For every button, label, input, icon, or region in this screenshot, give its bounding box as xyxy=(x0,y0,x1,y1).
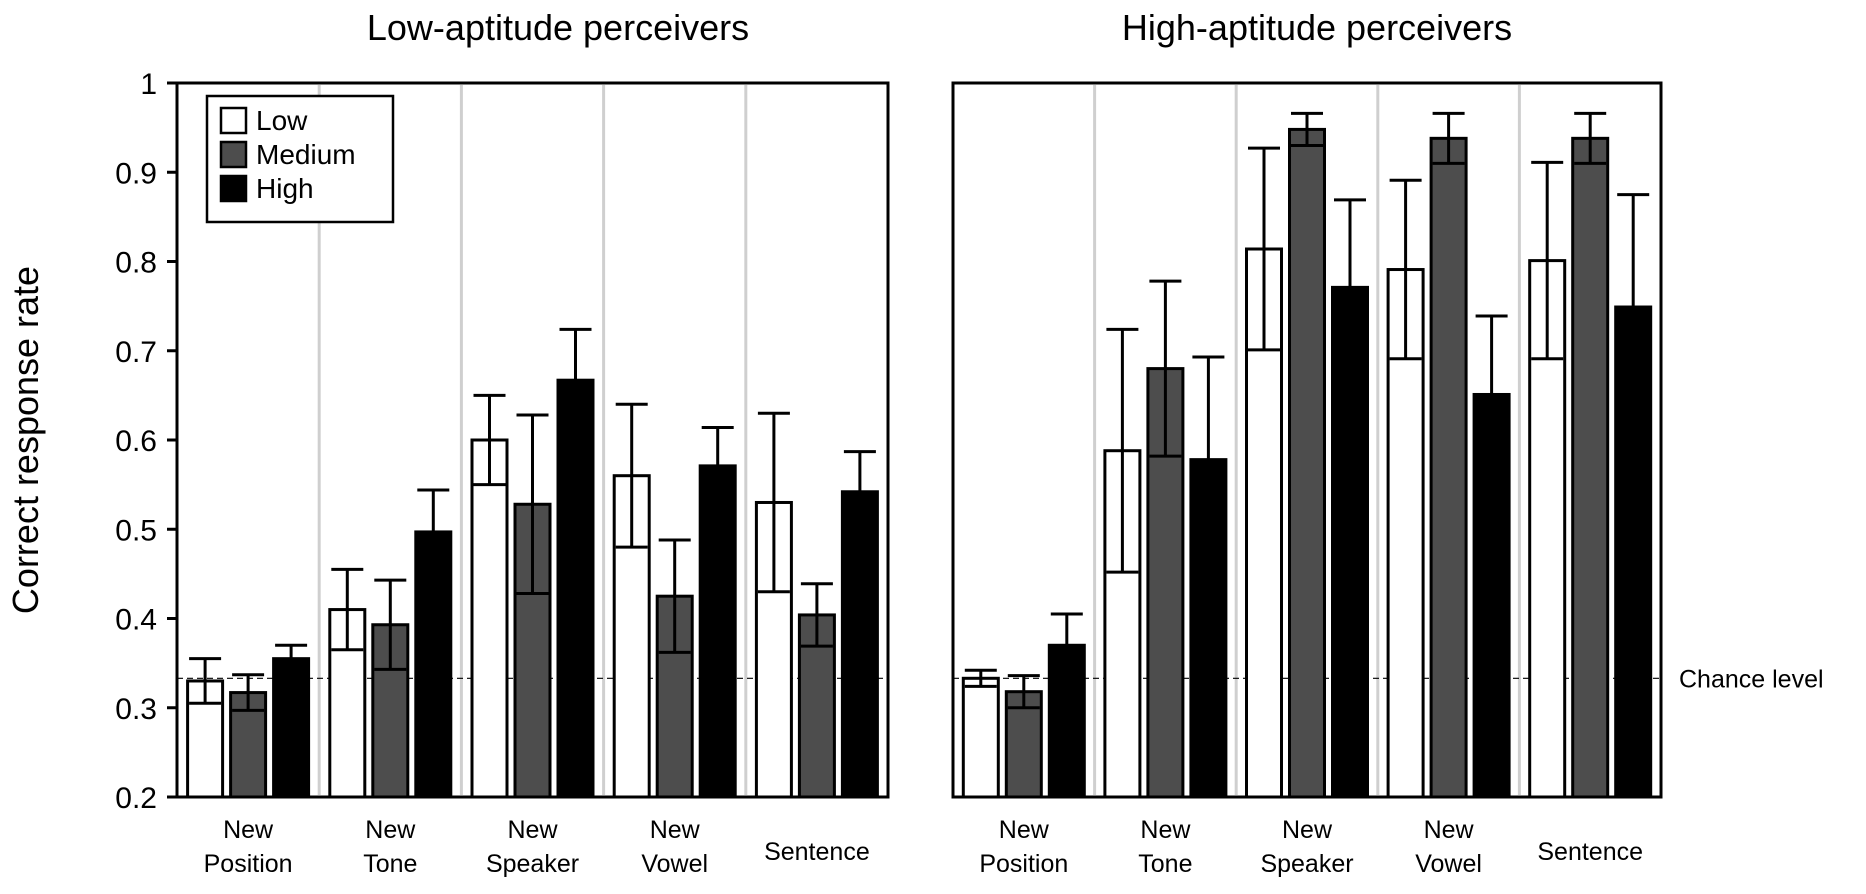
category-label: New xyxy=(507,816,558,844)
category-label: New xyxy=(999,816,1050,844)
category-separators xyxy=(1093,85,1521,795)
category-label: Tone xyxy=(1138,850,1192,878)
bar-high xyxy=(556,378,595,799)
bar-medium xyxy=(1429,136,1468,799)
category-label: New xyxy=(650,816,701,844)
category-label: New xyxy=(365,816,416,844)
y-tick-label: 0.7 xyxy=(115,336,157,369)
category-label: New xyxy=(1140,816,1191,844)
bar-low xyxy=(470,438,509,799)
category-label: New xyxy=(1282,816,1333,844)
error-bars xyxy=(964,111,1650,710)
category-labels: New Position New Tone New Speaker New Vowel Sent… xyxy=(979,816,1643,878)
category-label: Sentence xyxy=(764,838,870,866)
y-tick-label: 0.4 xyxy=(115,604,157,637)
bar-high xyxy=(698,464,737,799)
legend-swatch-high xyxy=(219,174,248,203)
y-tick-label: 0.8 xyxy=(115,247,157,280)
category-label: Vowel xyxy=(1415,850,1482,878)
bar-medium xyxy=(1288,127,1326,799)
bar-medium xyxy=(1571,136,1610,799)
panel-title: Low-aptitude perceivers xyxy=(367,7,749,48)
category-label: Position xyxy=(979,850,1068,878)
y-tick-label: 0.6 xyxy=(115,425,157,458)
legend-label-medium: Medium xyxy=(256,139,356,170)
category-label: New xyxy=(223,816,274,844)
y-tick-label: 0.3 xyxy=(115,693,157,726)
y-tick-label: 0.9 xyxy=(115,157,157,190)
category-labels: New Position New Tone New Speaker New Vowel Sent… xyxy=(204,816,870,878)
bar-high xyxy=(840,490,879,799)
legend-swatch-low xyxy=(219,106,248,135)
panel-low-aptitude: Low-aptitude perceivers New Position New To… xyxy=(175,7,890,878)
y-axis-title: Correct response rate xyxy=(5,266,46,614)
category-separators xyxy=(317,85,748,795)
legend-swatch-medium xyxy=(219,140,248,169)
bar-high xyxy=(414,530,453,799)
category-label: Speaker xyxy=(486,850,579,878)
y-tick-label: 0.5 xyxy=(115,514,157,547)
y-tick-label: 1 xyxy=(140,68,157,101)
category-label: Sentence xyxy=(1537,838,1643,866)
y-tick-label: 0.2 xyxy=(115,782,157,815)
category-label: Tone xyxy=(363,850,417,878)
legend-label-low: Low xyxy=(256,105,308,136)
category-label: New xyxy=(1424,816,1475,844)
category-label: Position xyxy=(204,850,293,878)
legend: Low Medium High xyxy=(205,94,395,224)
category-label: Vowel xyxy=(641,850,708,878)
category-label: Speaker xyxy=(1260,850,1353,878)
bar-low xyxy=(961,676,1000,799)
y-axis: 0.2 0.3 0.4 0.5 0.6 0.7 0.8 0.9 1 xyxy=(115,68,177,815)
error-bars xyxy=(189,327,876,712)
panel-high-aptitude: High-aptitude perceivers New Position New T… xyxy=(951,7,1824,878)
panel-title: High-aptitude perceivers xyxy=(1122,7,1512,48)
legend-label-high: High xyxy=(256,173,314,204)
chance-level-label: Chance level xyxy=(1679,665,1824,693)
bar-high xyxy=(272,657,311,799)
